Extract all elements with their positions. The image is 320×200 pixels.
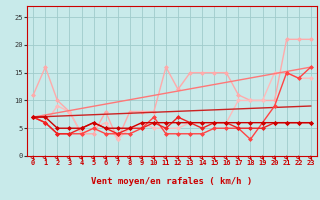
X-axis label: Vent moyen/en rafales ( km/h ): Vent moyen/en rafales ( km/h ) [92, 177, 252, 186]
